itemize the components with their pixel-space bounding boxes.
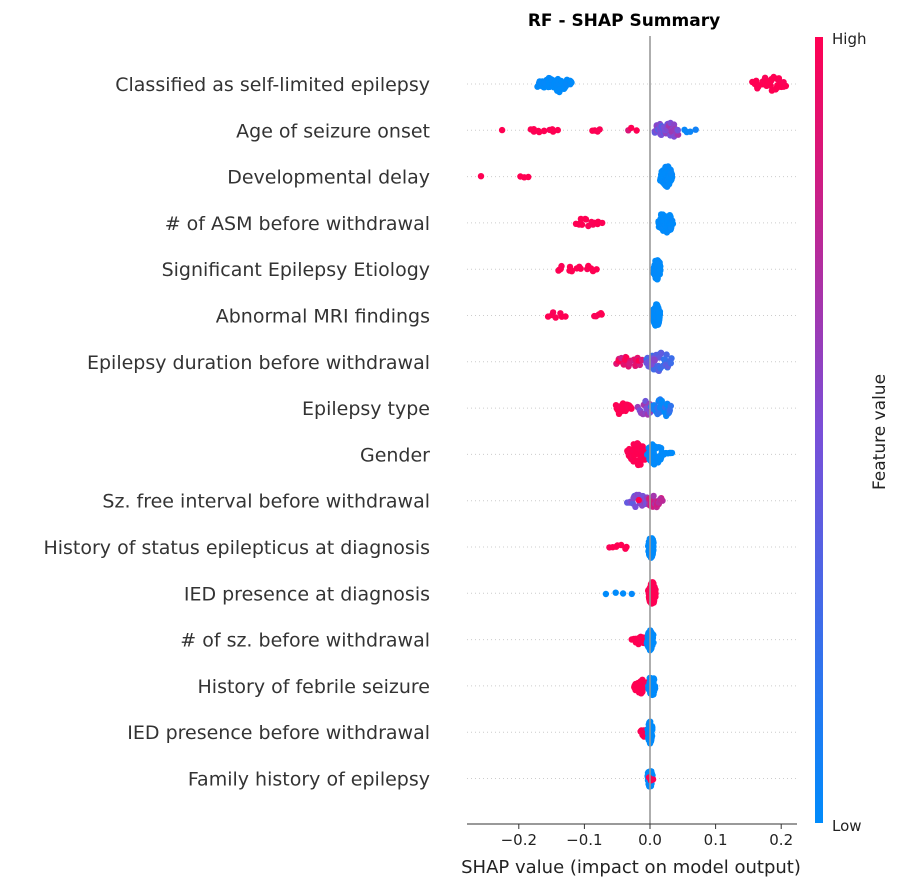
- shap-point: [635, 496, 642, 504]
- shap-point: [637, 461, 644, 468]
- feature-label: IED presence before withdrawal: [127, 722, 430, 744]
- shap-point: [668, 174, 675, 181]
- shap-point: [562, 313, 569, 320]
- x-axis-ticks: −0.2 −0.1 0.0 0.1 0.2: [501, 824, 793, 849]
- shap-point: [650, 492, 657, 500]
- shap-point: [557, 77, 565, 85]
- shap-point: [674, 126, 681, 134]
- x-axis: −0.2 −0.1 0.0 0.1 0.2 SHAP value (impact on …: [461, 823, 801, 878]
- x-tick-label: −0.1: [566, 831, 602, 849]
- shap-point: [477, 173, 485, 180]
- shap-point: [612, 589, 619, 596]
- shap-point: [598, 311, 605, 318]
- x-tick-label: 0.1: [704, 831, 728, 849]
- shap-point: [549, 309, 557, 316]
- shap-point: [650, 546, 657, 554]
- feature-label: Family history of epilepsy: [188, 769, 430, 791]
- shap-point: [627, 403, 634, 411]
- shap-point: [623, 543, 630, 551]
- shap-point: [552, 314, 559, 321]
- colorbar-title: Feature value: [870, 374, 890, 490]
- shap-point: [593, 266, 600, 273]
- shap-point: [656, 314, 663, 321]
- x-tick-label: 0.0: [638, 831, 662, 849]
- feature-label: Sz. free interval before withdrawal: [102, 491, 430, 513]
- feature-label: Abnormal MRI findings: [216, 306, 430, 328]
- shap-point: [657, 263, 664, 270]
- shap-point: [587, 265, 595, 272]
- shap-point: [657, 496, 665, 504]
- shap-point: [525, 173, 532, 181]
- shap-points: [477, 73, 790, 790]
- feature-label: Epilepsy duration before withdrawal: [87, 352, 430, 374]
- shap-point: [650, 539, 657, 547]
- x-tick-label: −0.2: [501, 831, 537, 849]
- shap-point: [626, 360, 633, 367]
- shap-point: [620, 361, 627, 368]
- feature-label: Classified as self-limited epilepsy: [115, 74, 430, 96]
- shap-point: [618, 541, 625, 549]
- shap-point: [652, 593, 659, 600]
- feature-label: Age of seizure onset: [236, 120, 430, 142]
- shap-point: [549, 126, 556, 133]
- shap-point: [768, 76, 775, 83]
- colorbar-low-label: Low: [832, 817, 862, 835]
- colorbar-high-label: High: [832, 30, 866, 48]
- x-axis-label: SHAP value (impact on model output): [461, 857, 801, 878]
- feature-label: # of sz. before withdrawal: [180, 630, 430, 652]
- shap-point: [633, 127, 640, 134]
- shap-point: [578, 221, 586, 228]
- shap-point: [576, 263, 583, 270]
- shap-point: [666, 407, 673, 414]
- shap-point: [498, 126, 506, 134]
- feature-label: History of febrile seizure: [198, 676, 431, 698]
- shap-point: [568, 267, 575, 274]
- shap-point: [649, 776, 657, 783]
- shap-point: [558, 262, 565, 270]
- x-tick-label: 0.2: [769, 831, 793, 849]
- shap-point: [541, 127, 548, 134]
- shap-point: [554, 126, 561, 134]
- shap-point: [668, 449, 676, 457]
- feature-label: History of status epilepticus at diagnos…: [43, 537, 430, 559]
- shap-point: [651, 357, 658, 364]
- shap-point: [628, 124, 635, 132]
- shap-point: [775, 77, 782, 84]
- shap-point: [650, 639, 657, 646]
- shap-point: [599, 219, 606, 227]
- shap-point: [632, 503, 639, 510]
- shap-point: [661, 356, 669, 363]
- shap-point: [567, 78, 575, 85]
- shap-point: [628, 590, 635, 598]
- feature-label: Developmental delay: [227, 167, 430, 189]
- colorbar-gradient: [815, 37, 823, 823]
- shap-point: [687, 128, 694, 135]
- shap-point: [619, 590, 627, 597]
- shap-point: [536, 128, 543, 136]
- chart-title: RF - SHAP Summary: [528, 11, 720, 31]
- feature-label: IED presence at diagnosis: [184, 583, 430, 605]
- feature-label: # of ASM before withdrawal: [165, 213, 430, 235]
- shap-point: [658, 350, 665, 357]
- feature-label: Epilepsy type: [302, 398, 430, 420]
- shap-point: [663, 351, 670, 358]
- shap-point: [668, 169, 675, 177]
- colorbar: High Low Feature value: [815, 30, 890, 835]
- shap-point: [650, 676, 658, 683]
- shap-point: [692, 126, 699, 133]
- shap-point: [602, 590, 610, 598]
- feature-label: Significant Epilepsy Etiology: [162, 259, 430, 281]
- feature-label: Gender: [360, 444, 430, 466]
- shap-point: [780, 79, 787, 86]
- shap-point: [596, 126, 603, 133]
- shap-point: [669, 220, 677, 227]
- shap-point: [667, 360, 674, 367]
- shap-point: [582, 216, 590, 223]
- feature-rows: Classified as self-limited epilepsy Age o…: [43, 74, 797, 791]
- shap-point: [651, 683, 658, 690]
